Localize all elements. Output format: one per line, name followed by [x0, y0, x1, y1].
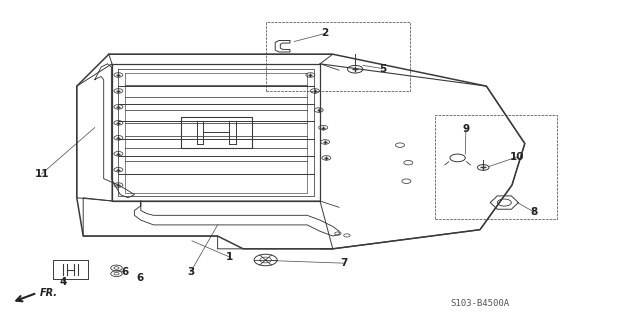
Bar — [53, 260, 88, 279]
Text: 5: 5 — [379, 63, 387, 74]
Text: 2: 2 — [321, 28, 329, 39]
Bar — [181, 117, 252, 148]
Text: 7: 7 — [340, 258, 348, 268]
Text: S103-B4500A: S103-B4500A — [451, 299, 509, 308]
Text: 6: 6 — [136, 273, 143, 283]
Text: 9: 9 — [462, 124, 470, 134]
Text: 8: 8 — [531, 207, 538, 217]
Text: 11: 11 — [35, 169, 49, 179]
Text: 6: 6 — [121, 267, 129, 277]
Text: 1: 1 — [225, 252, 233, 262]
Text: 3: 3 — [187, 267, 195, 277]
Text: 4: 4 — [59, 277, 67, 287]
Text: FR.: FR. — [40, 288, 58, 299]
Text: 10: 10 — [510, 152, 524, 162]
